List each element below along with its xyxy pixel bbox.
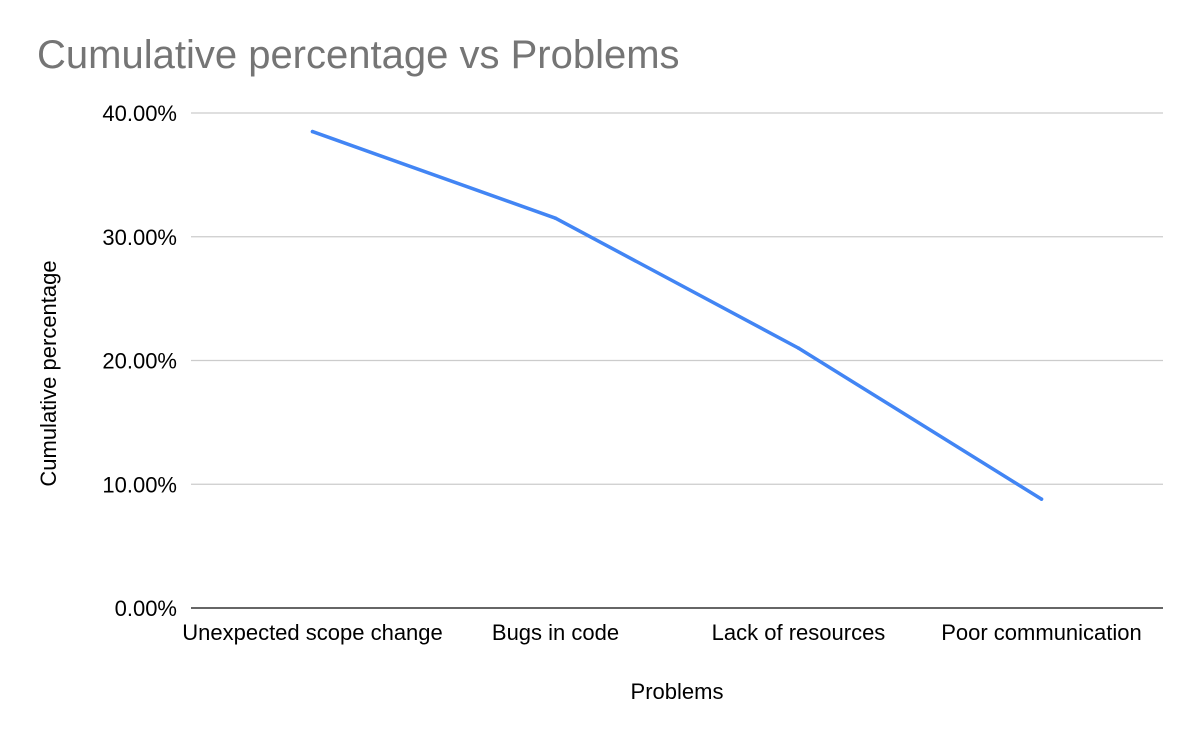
x-tick-label: Lack of resources [712, 620, 886, 645]
y-axis-tick-labels: 0.00% 10.00% 20.00% 30.00% 40.00% [102, 101, 177, 621]
y-tick-label: 30.00% [102, 225, 177, 250]
data-point [796, 346, 801, 350]
y-axis-title: Cumulative percentage [36, 260, 61, 486]
data-point [310, 129, 315, 134]
x-axis-title: Problems [631, 679, 724, 704]
x-tick-label: Unexpected scope change [182, 620, 443, 645]
series-line [310, 129, 1044, 501]
y-tick-label: 10.00% [102, 472, 177, 497]
x-tick-label: Bugs in code [492, 620, 619, 645]
y-tick-label: 0.00% [115, 596, 177, 621]
y-tick-label: 20.00% [102, 349, 177, 374]
gridlines [191, 112, 1163, 485]
chart-title: Cumulative percentage vs Problems [37, 33, 680, 77]
data-point [1039, 497, 1044, 501]
y-tick-label: 40.00% [102, 101, 177, 126]
series-layer [310, 129, 1044, 501]
x-tick-label: Poor communication [941, 620, 1142, 645]
data-point [553, 216, 558, 220]
x-axis-tick-labels: Unexpected scope change Bugs in code Lack … [182, 620, 1142, 645]
